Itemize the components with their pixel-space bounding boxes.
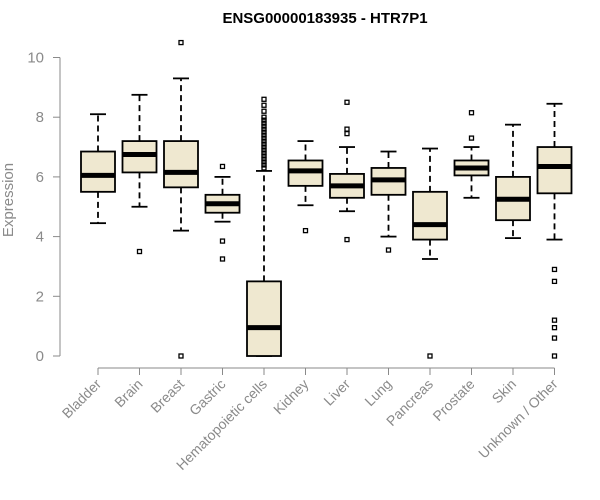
x-tick-label: Bladder bbox=[59, 376, 105, 422]
outlier-point bbox=[302, 227, 309, 234]
outlier-point bbox=[261, 132, 267, 138]
y-tick-label: 2 bbox=[36, 288, 44, 305]
y-tick-label: 4 bbox=[36, 229, 44, 246]
outlier-point bbox=[261, 156, 267, 162]
outlier-point bbox=[261, 135, 267, 141]
y-tick-label: 6 bbox=[36, 169, 44, 186]
y-axis-label: Expression bbox=[0, 163, 17, 237]
outlier-point bbox=[551, 324, 558, 331]
x-tick-label: Unknown / Other bbox=[475, 376, 561, 462]
x-tick-label: Lung bbox=[361, 376, 394, 409]
iqr-box bbox=[80, 150, 116, 193]
x-tick-label: Breast bbox=[147, 376, 187, 416]
outlier-point bbox=[261, 126, 267, 132]
box-pancreas bbox=[412, 147, 448, 359]
outlier-point bbox=[551, 278, 558, 285]
outlier-point bbox=[261, 129, 267, 135]
outlier-point bbox=[261, 117, 267, 123]
box-bladder bbox=[80, 113, 116, 225]
outlier-point bbox=[551, 335, 558, 341]
outlier-point bbox=[261, 96, 267, 102]
box-brain bbox=[121, 93, 158, 255]
outlier-point bbox=[468, 110, 475, 116]
outlier-point bbox=[261, 141, 267, 147]
x-tick-label: Prostate bbox=[429, 376, 477, 424]
outlier-point bbox=[219, 163, 226, 170]
outlier-point bbox=[551, 353, 558, 359]
box-unknown-other bbox=[536, 102, 573, 359]
plot-area bbox=[80, 39, 573, 359]
iqr-box bbox=[163, 140, 199, 189]
outlier-point bbox=[551, 266, 558, 273]
outlier-point bbox=[468, 135, 475, 141]
axes: 0 2 4 6 8 10 bbox=[27, 50, 555, 375]
outlier-point bbox=[551, 317, 558, 323]
outlier-point bbox=[344, 126, 350, 132]
iqr-box bbox=[412, 190, 448, 241]
box-kidney bbox=[287, 140, 324, 234]
outlier-point bbox=[136, 248, 143, 255]
box-lung bbox=[370, 150, 407, 253]
outlier-point bbox=[261, 159, 267, 165]
chart-title: ENSG00000183935 - HTR7P1 bbox=[222, 10, 427, 27]
box-hematopoietic-cells bbox=[246, 96, 282, 357]
y-tick-label: 8 bbox=[36, 109, 44, 126]
iqr-box bbox=[246, 280, 282, 357]
outlier-point bbox=[261, 138, 267, 144]
x-tick-label: Brain bbox=[111, 376, 145, 410]
outlier-point bbox=[261, 108, 267, 114]
outlier-point bbox=[178, 353, 184, 359]
outlier-point bbox=[261, 144, 267, 150]
box-gastric bbox=[204, 163, 241, 262]
box-liver bbox=[329, 99, 365, 243]
x-tick-label: Liver bbox=[320, 376, 353, 409]
y-tick-label: 0 bbox=[36, 348, 44, 365]
outlier-point bbox=[261, 102, 267, 108]
outlier-point bbox=[344, 236, 350, 243]
x-tick-label: Skin bbox=[489, 376, 520, 407]
outlier-point bbox=[178, 39, 184, 46]
x-tick-label: Kidney bbox=[270, 376, 312, 418]
box-prostate bbox=[453, 110, 490, 199]
outlier-point bbox=[261, 162, 267, 168]
outlier-point bbox=[385, 247, 392, 253]
outlier-point bbox=[261, 153, 267, 159]
outlier-point bbox=[261, 147, 267, 153]
outlier-point bbox=[261, 123, 267, 129]
outlier-point bbox=[427, 353, 433, 359]
outlier-point bbox=[219, 238, 226, 244]
outlier-point bbox=[344, 130, 350, 137]
box-skin bbox=[495, 123, 531, 239]
box-breast bbox=[163, 39, 199, 359]
outlier-point bbox=[261, 114, 267, 120]
outlier-point bbox=[261, 165, 267, 171]
outlier-point bbox=[219, 256, 226, 262]
outlier-point bbox=[261, 150, 267, 156]
outlier-point bbox=[261, 120, 267, 126]
y-tick-label: 10 bbox=[27, 50, 44, 67]
iqr-box bbox=[536, 146, 573, 195]
outlier-point bbox=[344, 99, 350, 105]
